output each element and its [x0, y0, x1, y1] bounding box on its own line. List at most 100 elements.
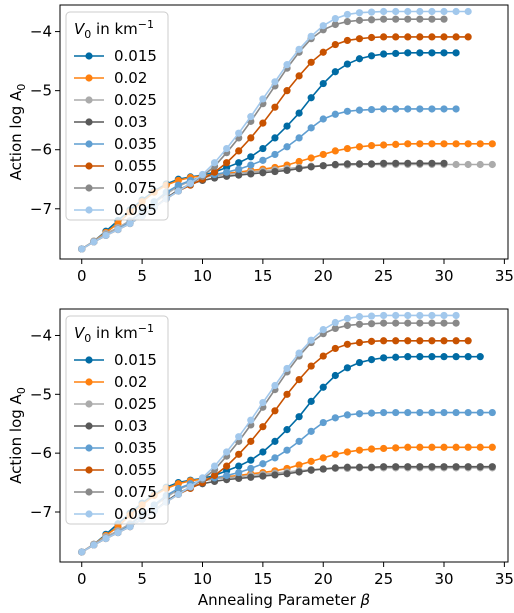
data-point: [283, 61, 291, 69]
data-point: [355, 410, 364, 418]
legend-label: 0.025: [114, 395, 157, 413]
y-axis-label-sub: 0: [15, 84, 28, 91]
data-point: [404, 140, 412, 148]
data-point: [452, 140, 460, 148]
data-point: [331, 147, 339, 155]
data-point: [78, 245, 86, 253]
data-point: [355, 106, 364, 114]
data-point: [271, 454, 279, 462]
data-point: [404, 319, 412, 327]
data-point: [271, 150, 279, 159]
data-point: [271, 407, 279, 415]
data-point: [367, 33, 376, 42]
data-point: [283, 364, 291, 373]
data-point: [392, 337, 400, 345]
data-point: [343, 60, 351, 68]
legend-swatch-marker: [85, 162, 93, 170]
data-point: [343, 314, 351, 323]
data-point: [355, 16, 364, 24]
data-point: [247, 153, 255, 161]
data-point: [295, 72, 303, 80]
data-point: [259, 472, 267, 480]
data-point: [464, 337, 472, 345]
data-point: [210, 159, 219, 167]
data-point: [404, 353, 412, 361]
data-point: [319, 454, 327, 462]
data-point: [380, 33, 388, 41]
data-point: [464, 140, 472, 148]
data-point: [174, 490, 182, 498]
data-point: [355, 320, 364, 328]
legend-swatch-marker: [85, 96, 93, 104]
data-point: [367, 445, 376, 453]
data-point: [331, 68, 339, 76]
data-point: [416, 463, 424, 471]
data-point: [343, 107, 351, 115]
data-point: [259, 156, 267, 164]
data-point: [380, 7, 388, 16]
data-point: [428, 140, 436, 148]
data-point: [319, 48, 327, 56]
data-point: [380, 463, 388, 471]
data-point: [488, 463, 496, 471]
legend-item: 0.055: [74, 461, 157, 479]
data-point: [404, 15, 412, 23]
data-point: [392, 463, 400, 471]
data-point: [416, 15, 424, 23]
data-point: [126, 219, 134, 228]
data-point: [331, 318, 339, 327]
data-point: [319, 150, 327, 159]
data-point: [404, 337, 412, 345]
data-point: [392, 408, 400, 417]
data-point: [295, 413, 303, 421]
data-point: [416, 408, 424, 417]
data-point: [428, 7, 436, 16]
legend-item: 0.075: [74, 179, 157, 197]
data-point: [319, 162, 327, 170]
legend-label: 0.02: [114, 69, 147, 87]
data-point: [416, 319, 424, 327]
legend-label: 0.015: [114, 47, 157, 65]
data-point: [295, 376, 303, 384]
data-point: [416, 33, 424, 41]
data-point: [428, 159, 436, 167]
legend-item: 0.075: [74, 483, 157, 501]
data-point: [331, 464, 339, 472]
x-tick-label: 15: [253, 570, 272, 588]
legend-swatch-marker: [85, 140, 93, 148]
legend-swatch-marker: [85, 422, 93, 430]
data-point: [392, 140, 400, 149]
data-point: [223, 168, 231, 176]
data-point: [331, 324, 339, 333]
data-point: [440, 105, 448, 113]
data-point: [476, 140, 484, 148]
data-point: [380, 408, 388, 417]
data-point: [476, 160, 484, 169]
data-point: [247, 464, 255, 473]
data-point: [271, 437, 279, 445]
legend-label: 0.035: [114, 135, 157, 153]
data-point: [416, 353, 424, 361]
data-point: [380, 444, 388, 453]
data-point: [488, 408, 496, 417]
legend-item: 0.03: [74, 113, 147, 131]
data-point: [331, 160, 339, 169]
data-point: [295, 134, 303, 142]
data-point: [428, 443, 436, 451]
data-point: [319, 418, 327, 427]
data-point: [452, 319, 460, 327]
y-axis-label: Action log A0: [7, 84, 28, 181]
data-point: [307, 427, 315, 435]
y-tick-label: −4: [30, 326, 52, 344]
data-point: [271, 167, 279, 176]
data-point: [416, 49, 424, 57]
data-point: [307, 58, 315, 66]
data-point: [452, 337, 460, 345]
data-point: [404, 33, 412, 41]
data-point: [452, 33, 460, 41]
data-point: [174, 181, 182, 189]
data-point: [223, 159, 231, 167]
data-point: [440, 463, 448, 471]
data-point: [416, 105, 424, 113]
data-point: [440, 7, 448, 16]
